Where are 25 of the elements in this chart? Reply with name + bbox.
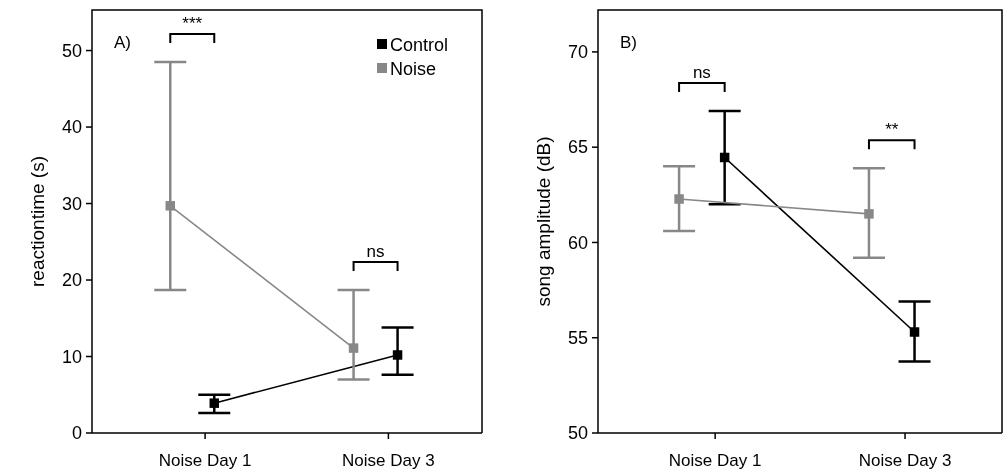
y-tick-label: 50 xyxy=(61,40,82,61)
annotation: ns xyxy=(692,62,711,82)
y-tick-label: 65 xyxy=(567,137,588,158)
x-tick-label: Noise Day 1 xyxy=(668,451,762,470)
y-tick-label: 0 xyxy=(71,423,82,444)
y-axis-title: reactiontime (s) xyxy=(27,156,48,287)
y-tick-label: 55 xyxy=(567,328,588,349)
y-tick-label: 50 xyxy=(567,423,588,444)
x-tick-label: Noise Day 3 xyxy=(342,451,435,470)
y-tick-label: 60 xyxy=(567,232,588,253)
annotation: A) xyxy=(114,33,131,52)
annotation: ** xyxy=(885,120,899,140)
y-tick-label: 20 xyxy=(61,270,82,291)
legend-label: Noise xyxy=(390,59,437,80)
annotation: ns xyxy=(366,241,385,261)
y-axis-title: song amplitude (dB) xyxy=(533,136,554,307)
y-tick-label: 10 xyxy=(61,346,82,367)
annotation: *** xyxy=(182,14,203,34)
y-tick-label: 40 xyxy=(61,117,82,138)
y-tick-label: 70 xyxy=(567,42,588,63)
annotation: B) xyxy=(620,33,637,52)
x-tick-label: Noise Day 3 xyxy=(858,451,952,470)
y-tick-label: 30 xyxy=(61,193,82,214)
x-tick-label: Noise Day 1 xyxy=(158,451,252,470)
legend-label: Control xyxy=(390,35,449,56)
